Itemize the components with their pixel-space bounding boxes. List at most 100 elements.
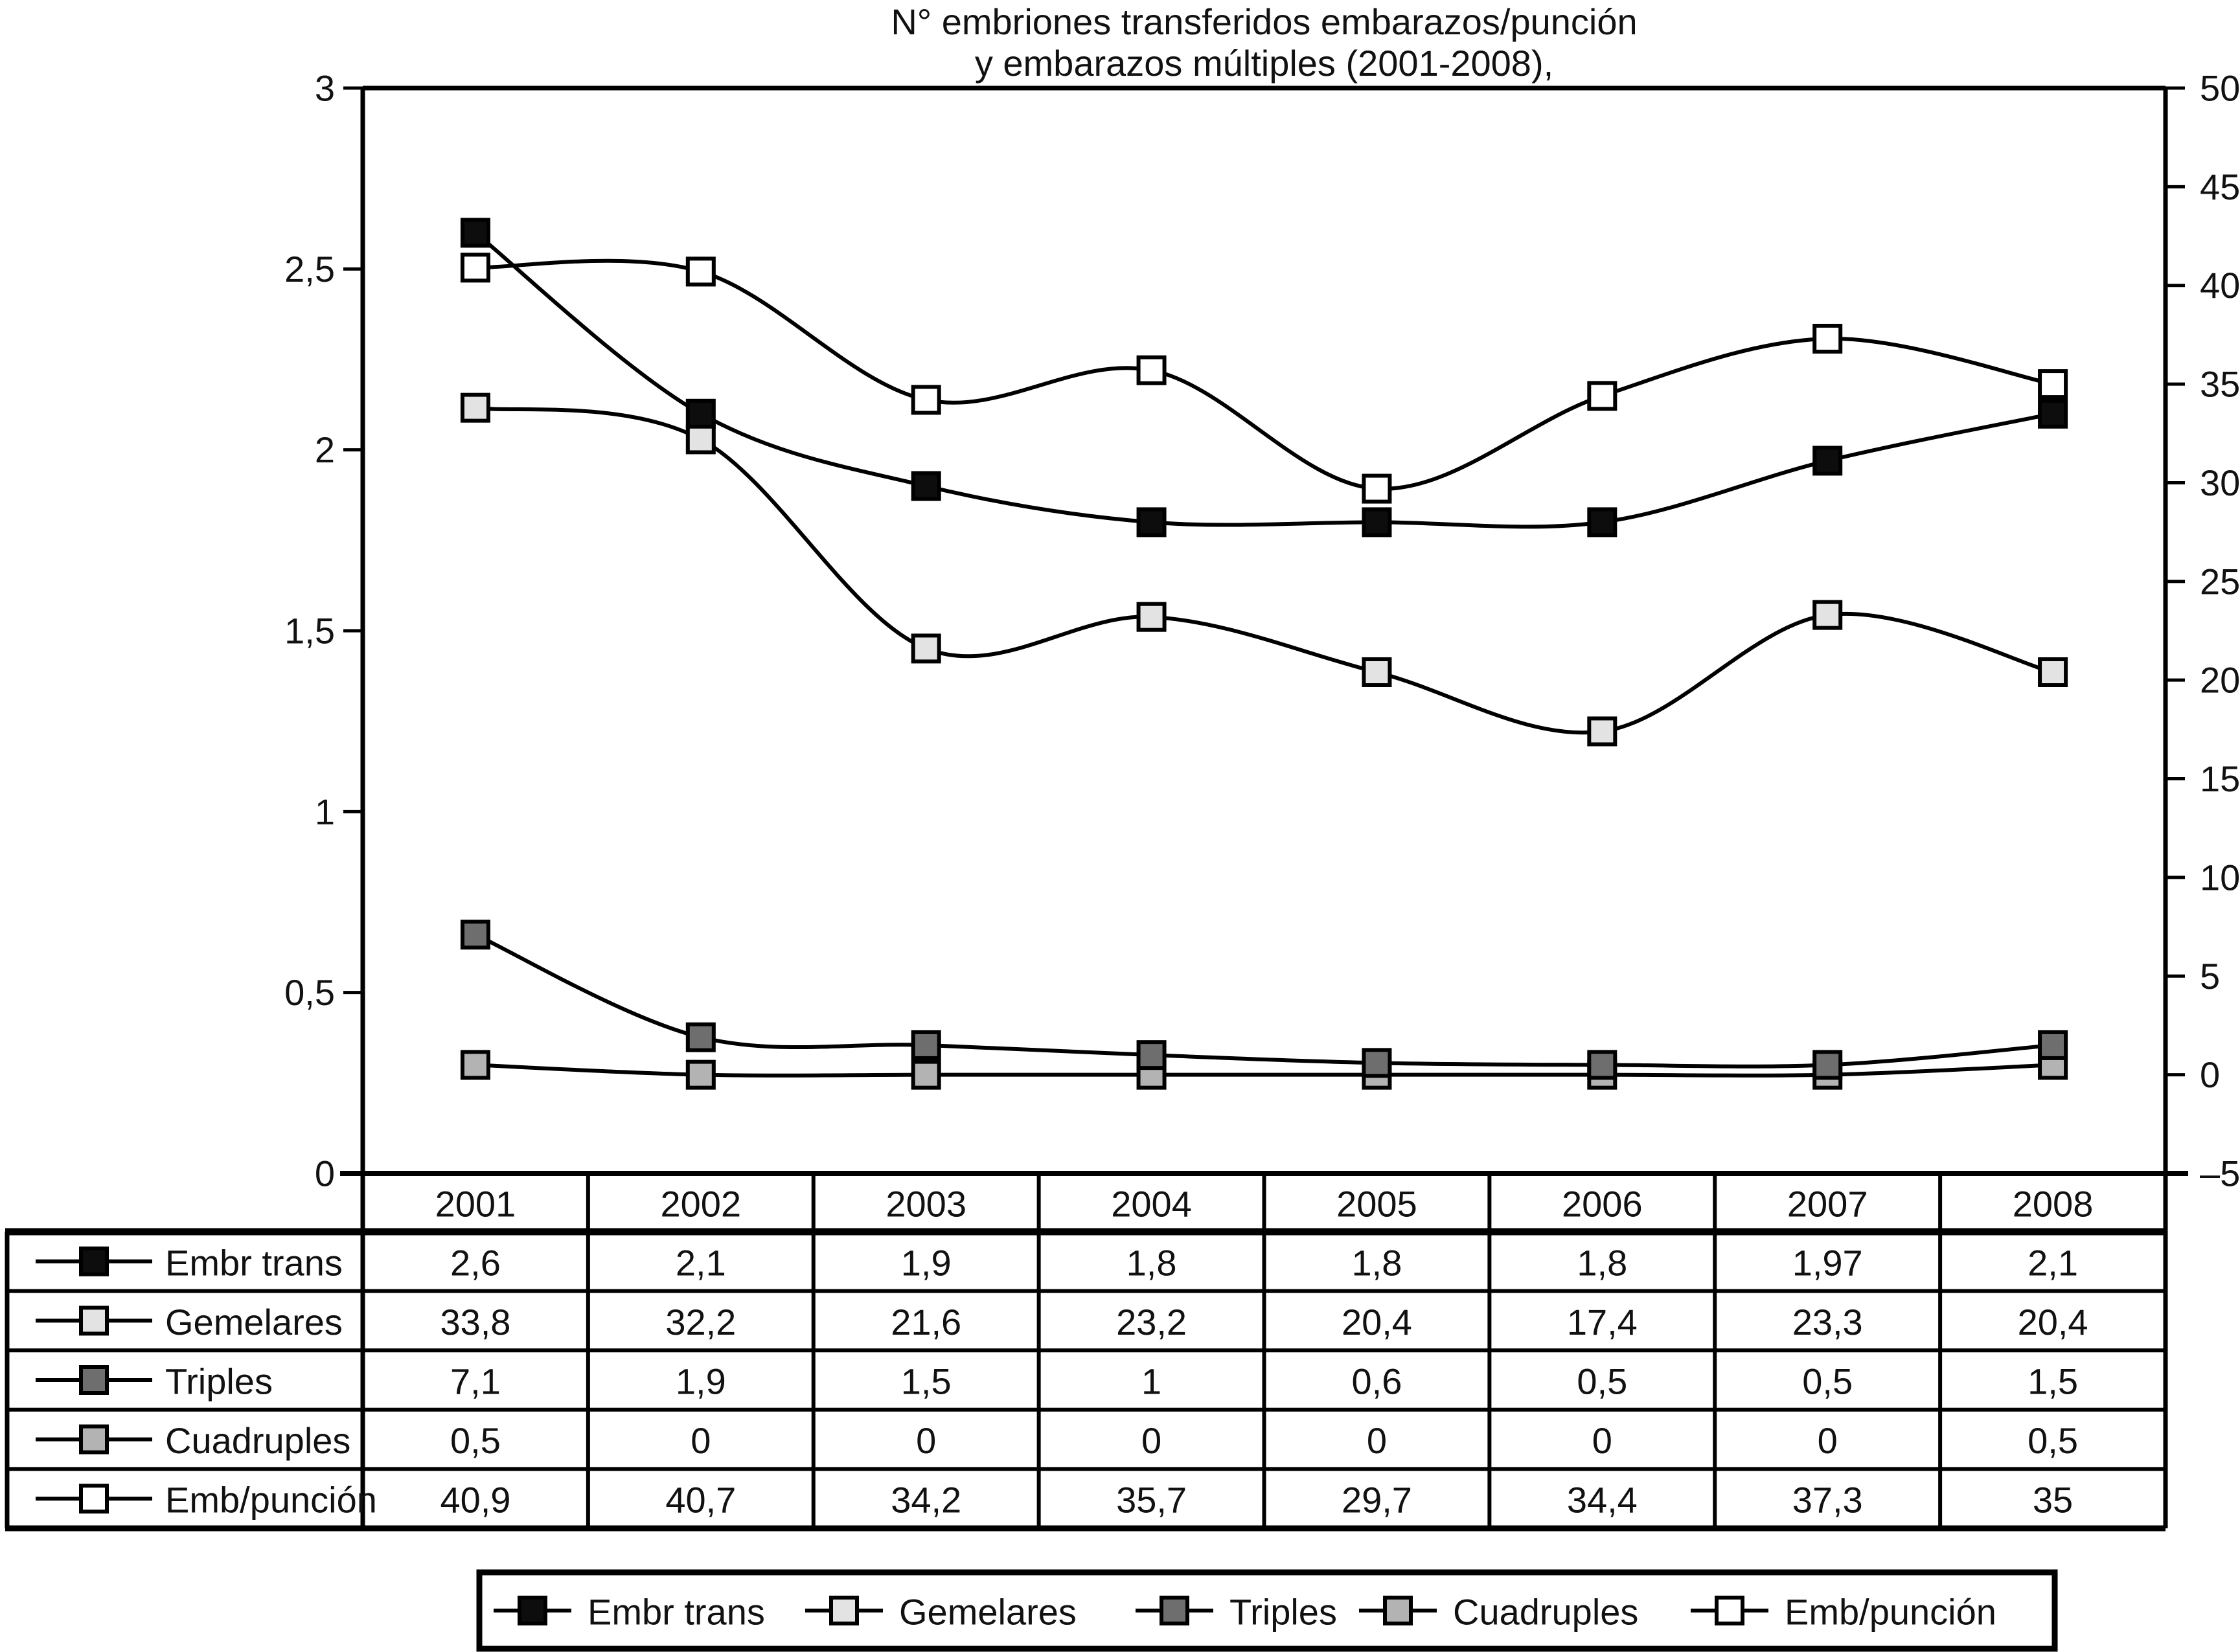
right-axis-tick-label: 30 bbox=[2200, 462, 2240, 503]
legend-marker-icon-emb-puncion bbox=[1715, 1596, 1744, 1625]
table-cell-embr-trans: 1,8 bbox=[1577, 1242, 1627, 1283]
row-label-gemelares: Gemelares bbox=[165, 1302, 343, 1342]
year-header-cell: 2008 bbox=[2013, 1184, 2094, 1225]
left-axis-tick-label: 1,5 bbox=[284, 611, 335, 651]
series-marker-embr-trans bbox=[1812, 446, 1843, 476]
table-cell-cuadruples: 0,5 bbox=[2028, 1420, 2078, 1461]
left-axis-tick-label: 0 bbox=[315, 1153, 335, 1194]
series-marker-emb-puncion bbox=[911, 385, 941, 415]
left-axis-tick-label: 3 bbox=[315, 68, 335, 109]
series-marker-emb-puncion bbox=[1136, 355, 1167, 385]
series-marker-triples bbox=[460, 920, 490, 950]
legend-label-cuadruples: Cuadruples bbox=[1453, 1592, 1638, 1633]
chart-title-line-2: y embarazos múltiples (2001-2008), bbox=[974, 43, 1554, 84]
legend-label-gemelares: Gemelares bbox=[899, 1592, 1077, 1633]
series-marker-emb-puncion bbox=[1812, 324, 1843, 354]
left-axis-tick-label: 2,5 bbox=[284, 249, 335, 289]
right-axis-tick-label: 10 bbox=[2200, 857, 2240, 898]
row-marker-icon-gemelares bbox=[79, 1306, 109, 1336]
left-axis-tick-label: 1 bbox=[315, 791, 335, 832]
series-marker-cuadruples bbox=[460, 1050, 490, 1080]
table-cell-emb-puncion: 40,9 bbox=[440, 1480, 510, 1521]
series-marker-embr-trans bbox=[1136, 507, 1167, 537]
table-cell-triples: 1,5 bbox=[2028, 1361, 2078, 1402]
table-cell-embr-trans: 2,1 bbox=[2028, 1242, 2078, 1283]
table-cell-emb-puncion: 35,7 bbox=[1116, 1480, 1187, 1521]
series-marker-embr-trans bbox=[2038, 398, 2068, 429]
right-axis-tick-label: 20 bbox=[2200, 660, 2240, 701]
table-cell-gemelares: 23,2 bbox=[1116, 1302, 1187, 1342]
table-cell-cuadruples: 0 bbox=[916, 1420, 936, 1461]
chart-title-line-1: N° embriones transferidos embarazos/punc… bbox=[891, 1, 1638, 42]
series-marker-triples bbox=[1362, 1048, 1392, 1078]
series-marker-gemelares bbox=[460, 392, 490, 423]
table-cell-cuadruples: 0 bbox=[1592, 1420, 1612, 1461]
row-label-emb-puncion: Emb/punción bbox=[165, 1480, 377, 1521]
series-marker-gemelares bbox=[1812, 600, 1843, 630]
series-marker-emb-puncion bbox=[685, 256, 716, 287]
series-marker-gemelares bbox=[685, 424, 716, 455]
series-marker-gemelares bbox=[1587, 716, 1617, 747]
series-marker-emb-puncion bbox=[460, 253, 490, 283]
table-cell-gemelares: 21,6 bbox=[891, 1302, 961, 1342]
table-cell-gemelares: 17,4 bbox=[1567, 1302, 1638, 1342]
table-cell-emb-puncion: 37,3 bbox=[1792, 1480, 1863, 1521]
row-marker-icon-cuadruples bbox=[79, 1424, 109, 1454]
table-cell-cuadruples: 0 bbox=[1367, 1420, 1387, 1461]
series-marker-triples bbox=[685, 1022, 716, 1052]
table-cell-gemelares: 32,2 bbox=[665, 1302, 736, 1342]
row-label-cuadruples: Cuadruples bbox=[165, 1420, 350, 1461]
series-marker-cuadruples bbox=[911, 1059, 941, 1090]
year-header-cell: 2005 bbox=[1336, 1184, 1417, 1225]
table-cell-emb-puncion: 34,4 bbox=[1567, 1480, 1638, 1521]
table-cell-triples: 0,6 bbox=[1352, 1361, 1402, 1402]
series-marker-gemelares bbox=[911, 633, 941, 664]
table-cell-gemelares: 33,8 bbox=[440, 1302, 510, 1342]
series-curve-triples bbox=[474, 933, 2053, 1069]
table-cell-triples: 1,9 bbox=[676, 1361, 726, 1402]
series-marker-emb-puncion bbox=[2038, 369, 2068, 400]
left-axis-tick-label: 0,5 bbox=[284, 972, 335, 1013]
year-header-cell: 2003 bbox=[886, 1184, 966, 1225]
legend-marker-icon-triples bbox=[1160, 1596, 1189, 1625]
series-curve-gemelares bbox=[475, 405, 2053, 735]
table-cell-triples: 1 bbox=[1141, 1361, 1161, 1402]
table-cell-triples: 0,5 bbox=[1802, 1361, 1853, 1402]
right-axis-tick-label: –5 bbox=[2200, 1153, 2240, 1194]
row-marker-icon-emb-puncion bbox=[79, 1484, 109, 1514]
series-marker-gemelares bbox=[1362, 657, 1392, 687]
year-header-cell: 2007 bbox=[1787, 1184, 1868, 1225]
table-cell-embr-trans: 2,1 bbox=[676, 1242, 726, 1283]
series-marker-embr-trans bbox=[911, 471, 941, 501]
legend-marker-icon-cuadruples bbox=[1383, 1596, 1413, 1625]
table-cell-cuadruples: 0,5 bbox=[450, 1420, 501, 1461]
series-marker-triples bbox=[911, 1030, 941, 1060]
series-marker-triples bbox=[1812, 1050, 1843, 1080]
table-cell-cuadruples: 0 bbox=[1141, 1420, 1161, 1461]
series-curve-emb-puncion bbox=[475, 258, 2053, 491]
table-cell-embr-trans: 1,9 bbox=[901, 1242, 952, 1283]
series-marker-embr-trans bbox=[460, 218, 490, 248]
table-cell-embr-trans: 1,97 bbox=[1792, 1242, 1863, 1283]
table-cell-cuadruples: 0 bbox=[1818, 1420, 1838, 1461]
legend-label-triples: Triples bbox=[1229, 1592, 1337, 1633]
right-axis-tick-label: 45 bbox=[2200, 166, 2240, 207]
series-curve-cuadruples bbox=[475, 1063, 2053, 1078]
legend-label-emb-puncion: Emb/punción bbox=[1785, 1592, 1996, 1633]
right-axis-tick-label: 50 bbox=[2200, 68, 2240, 109]
table-cell-gemelares: 20,4 bbox=[2018, 1302, 2088, 1342]
legend-marker-icon-gemelares bbox=[829, 1596, 859, 1625]
right-axis-tick-label: 25 bbox=[2200, 561, 2240, 602]
right-axis-tick-label: 15 bbox=[2200, 758, 2240, 799]
row-marker-icon-embr-trans bbox=[79, 1246, 109, 1276]
table-cell-emb-puncion: 40,7 bbox=[665, 1480, 736, 1521]
right-axis-tick-label: 40 bbox=[2200, 265, 2240, 306]
year-header-cell: 2001 bbox=[435, 1184, 516, 1225]
table-cell-gemelares: 20,4 bbox=[1342, 1302, 1412, 1342]
right-axis-tick-label: 0 bbox=[2200, 1054, 2220, 1095]
row-marker-icon-triples bbox=[79, 1365, 109, 1395]
table-cell-triples: 7,1 bbox=[450, 1361, 501, 1402]
series-marker-cuadruples bbox=[685, 1059, 716, 1090]
table-cell-embr-trans: 1,8 bbox=[1126, 1242, 1177, 1283]
